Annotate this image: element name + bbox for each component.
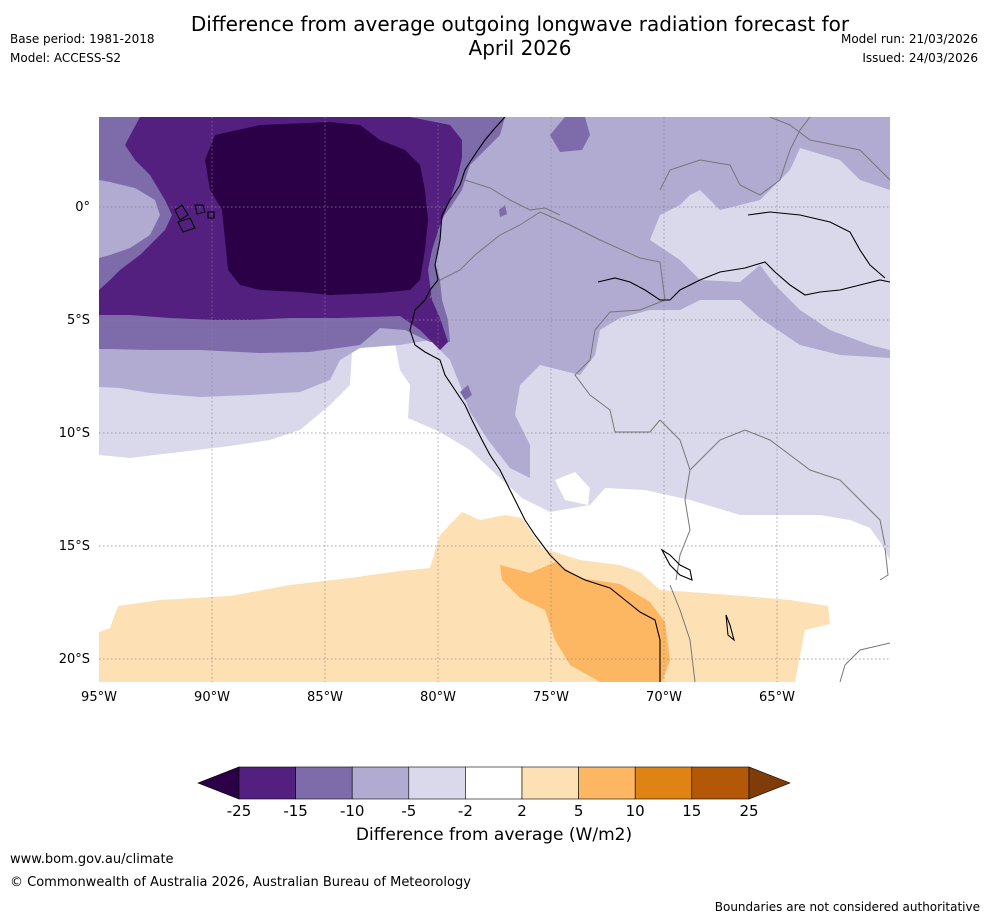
border-bolivia-peru [659, 419, 691, 581]
colorbar-tick: -10 [340, 802, 365, 820]
colorbar-tick: -5 [401, 802, 416, 820]
island-galapagos-3 [194, 204, 206, 215]
coast-pacific [409, 117, 661, 682]
coast-poopo [725, 614, 735, 642]
band-p5-p10 [500, 562, 670, 682]
band-m15-m10-blob-c [499, 205, 507, 217]
island-galapagos-1 [174, 204, 189, 221]
colorbar-tick: 10 [626, 802, 645, 820]
colorbar-bin-m2-2 [465, 766, 523, 800]
model-name: Model: ACCESS-S2 [10, 51, 122, 65]
chart-title: Difference from average outgoing longwav… [0, 12, 988, 60]
band-m15-m10-blob-b [460, 385, 472, 400]
colorbar-tick: 25 [739, 802, 758, 820]
base-period: Base period: 1981-2018 [10, 32, 155, 46]
island-galapagos-4 [207, 211, 215, 219]
colorbar-tick: -2 [458, 802, 473, 820]
colorbar-bin-m15-m10 [295, 766, 353, 800]
coast-amazon [597, 261, 890, 301]
border-paraguay [839, 642, 890, 682]
colorbar-tick: -25 [227, 802, 252, 820]
lat-label-15s: 15°S [59, 539, 90, 554]
band-m15-m10-blob-a [550, 117, 590, 152]
lat-label-0: 0° [75, 200, 90, 215]
national-borders [429, 117, 890, 682]
island-galapagos-2 [177, 217, 196, 233]
colorbar [197, 766, 791, 800]
border-colombia-ecuador [464, 179, 561, 216]
colorbar-low-arrow [197, 766, 240, 800]
border-ecuador-peru [429, 211, 541, 299]
lat-label-10s: 10°S [59, 426, 90, 441]
lon-label-85w: 85°W [307, 690, 343, 705]
coast-rio-negro [747, 211, 886, 279]
title-line-1: Difference from average outgoing longwav… [190, 12, 850, 36]
colorbar-tick: -15 [283, 802, 308, 820]
footer-disclaimer: Boundaries are not considered authoritat… [714, 900, 980, 914]
colorbar-title: Difference from average (W/m2) [355, 825, 633, 845]
coastline [174, 117, 890, 682]
band-lt-m25 [205, 122, 428, 295]
lon-label-75w: 75°W [533, 690, 569, 705]
lon-label-65w: 65°W [759, 690, 795, 705]
colorbar-bin-m5-m2 [408, 766, 466, 800]
colorbar-ticks: -25 -15 -10 -5 -2 2 5 10 15 25 [227, 802, 759, 820]
anomaly-field [99, 117, 890, 682]
colorbar-high-arrow [748, 766, 791, 800]
model-run-date: Model run: 21/03/2026 [840, 32, 978, 46]
colorbar-bin-5-10 [578, 766, 636, 800]
issued-date: Issued: 24/03/2026 [862, 51, 978, 65]
band-m10-m5-left-cut [99, 180, 160, 258]
border-peru-colombia [539, 211, 666, 301]
colorbar-bin-2-5 [521, 766, 579, 800]
lon-label-90w: 90°W [194, 690, 230, 705]
colorbar-bin-10-15 [634, 766, 693, 800]
colorbar-tick: 5 [574, 802, 584, 820]
title-line-2: April 2026 [468, 36, 572, 60]
colorbar-bin-m25-m15 [238, 766, 296, 800]
lon-label-80w: 80°W [420, 690, 456, 705]
lat-label-5s: 5°S [67, 313, 90, 328]
border-guyana [769, 117, 890, 181]
border-brazil-west [574, 299, 666, 433]
border-peru-chile [669, 584, 696, 682]
lon-label-95w: 95°W [81, 690, 117, 705]
footer-copyright: © Commonwealth of Australia 2026, Austra… [10, 875, 471, 890]
colorbar-tick: 2 [517, 802, 527, 820]
lon-label-70w: 70°W [646, 690, 682, 705]
border-venezuela [659, 117, 811, 196]
footer-url: www.bom.gov.au/climate [10, 852, 174, 867]
colorbar-bin-15-25 [691, 766, 750, 800]
lat-label-20s: 20°S [59, 652, 90, 667]
colorbar-bin-m10-m5 [351, 766, 410, 800]
colorbar-tick: 15 [682, 802, 701, 820]
coast-lake-titicaca [660, 548, 693, 581]
band-neutral-blob [555, 472, 590, 505]
border-chile-argentina [879, 547, 889, 581]
border-bolivia-east [689, 429, 886, 546]
